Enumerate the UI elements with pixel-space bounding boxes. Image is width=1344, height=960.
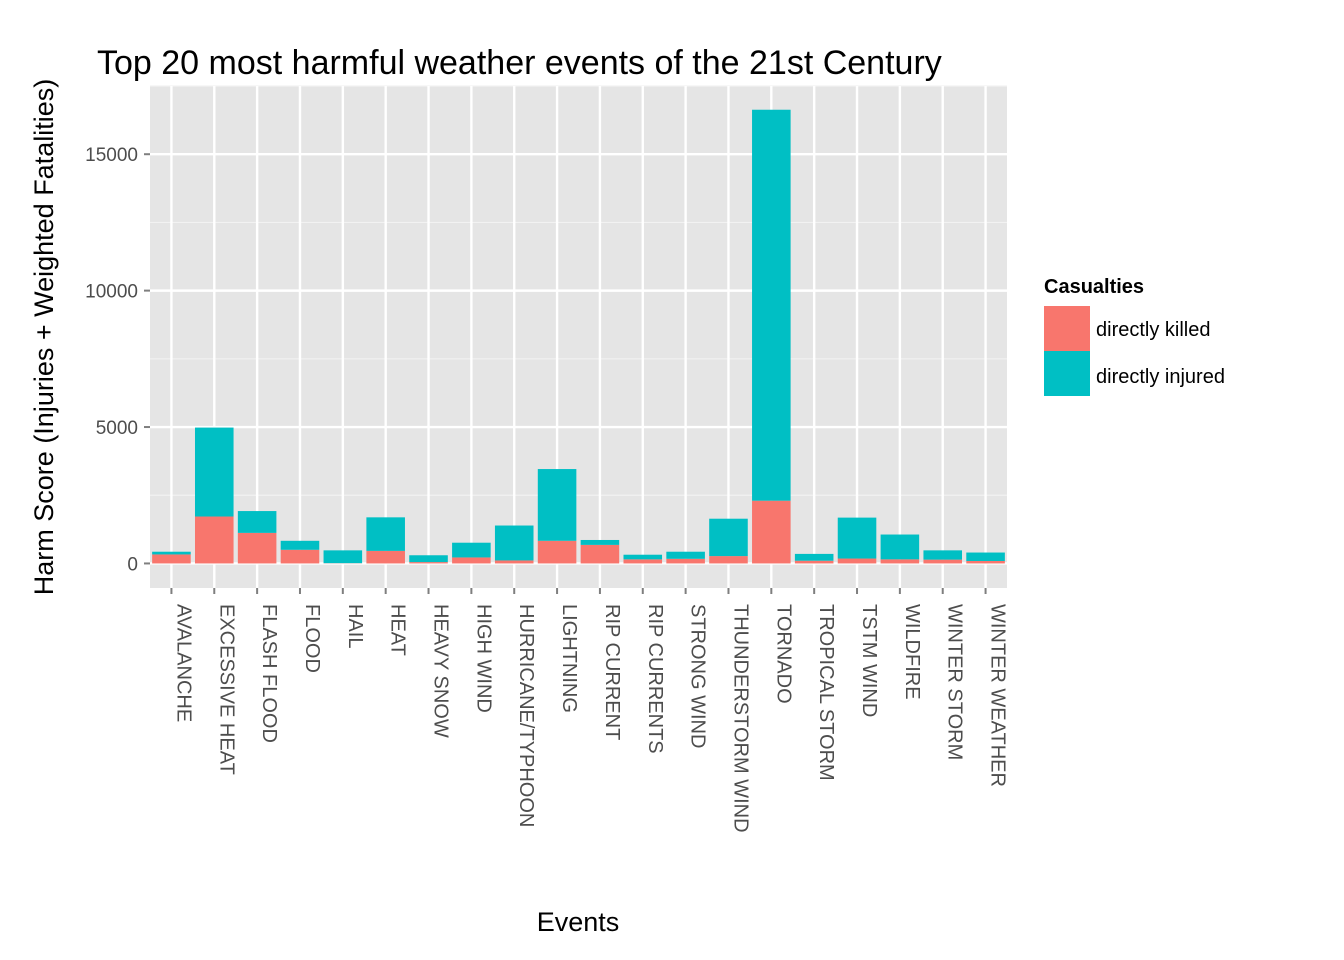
x-tick-label-wildfire: WILDFIRE <box>901 604 923 700</box>
legend-key-directly-killed <box>1044 306 1090 351</box>
legend-title: Casualties <box>1044 276 1144 298</box>
bar-winter-weather-directly-injured <box>966 552 1005 561</box>
bar-heavy-snow-directly-killed <box>409 562 448 564</box>
x-tick-label-heat: HEAT <box>387 604 409 656</box>
bar-heavy-snow-directly-injured <box>409 555 448 563</box>
x-tick-label-winter-storm: WINTER STORM <box>944 604 966 760</box>
bar-hurricane-typhoon-directly-killed <box>494 560 534 564</box>
bar-wildfire-directly-injured <box>880 534 920 560</box>
x-tick-label-tstm-wind: TSTM WIND <box>858 604 880 717</box>
bar-strong-wind-directly-killed <box>666 558 705 564</box>
chart-title: Top 20 most harmful weather events of th… <box>97 44 942 82</box>
bar-tropical-storm-directly-injured <box>794 553 834 561</box>
x-tick-label-tropical-storm: TROPICAL STORM <box>815 604 837 781</box>
x-tick-label-strong-wind: STRONG WIND <box>687 604 709 748</box>
bar-lightning-directly-killed <box>537 540 577 564</box>
bar-rip-current-directly-killed <box>580 544 620 564</box>
x-tick-label-hail: HAIL <box>344 604 366 648</box>
bar-hail-directly-injured <box>323 550 363 564</box>
bar-flash-flood-directly-injured <box>237 511 277 533</box>
plot-panel <box>150 86 1007 588</box>
legend-label-directly-killed: directly killed <box>1096 319 1210 341</box>
x-tick-label-flood: FLOOD <box>301 604 323 673</box>
x-tick-label-excessive-heat: EXCESSIVE HEAT <box>215 604 237 775</box>
grid-minor <box>150 85 1007 496</box>
y-tick-label: 5000 <box>96 418 138 439</box>
bar-thunderstorm-wind-directly-killed <box>709 556 748 564</box>
y-axis: 0 5000 10000 15000 <box>85 145 150 575</box>
bar-high-wind-directly-killed <box>452 557 491 564</box>
bar-winter-storm-directly-killed <box>923 559 963 564</box>
bar-avalanche-directly-injured <box>152 551 191 555</box>
x-tick-label-flash-flood: FLASH FLOOD <box>258 604 280 743</box>
bar-tornado-directly-injured <box>752 109 791 501</box>
x-tick-label-rip-currents: RIP CURRENTS <box>644 604 666 754</box>
bar-winter-weather-directly-killed <box>966 560 1005 564</box>
bar-avalanche-directly-killed <box>152 554 191 564</box>
bar-strong-wind-directly-injured <box>666 551 705 559</box>
bar-heat-directly-injured <box>366 517 405 551</box>
bar-tstm-wind-directly-killed <box>837 558 877 564</box>
x-tick-label-thunderstorm-wind: THUNDERSTORM WIND <box>729 604 751 833</box>
bar-heat-directly-killed <box>366 550 405 564</box>
bar-excessive-heat-directly-killed <box>194 516 234 564</box>
bar-wildfire-directly-killed <box>880 559 920 564</box>
legend: Casualties directly killed directly inju… <box>1044 276 1225 396</box>
bar-flash-flood-directly-killed <box>237 532 277 564</box>
bar-flood-directly-injured <box>280 540 320 550</box>
bar-excessive-heat-directly-injured <box>194 427 234 517</box>
bar-tstm-wind-directly-injured <box>837 517 877 559</box>
bar-rip-currents-directly-killed <box>623 559 663 564</box>
bar-rip-currents-directly-injured <box>623 554 663 560</box>
x-axis: AVALANCHE EXCESSIVE HEAT FLASH FLOOD FLOOD H… <box>170 588 1009 833</box>
bar-tropical-storm-directly-killed <box>794 560 834 564</box>
x-tick-label-winter-weather: WINTER WEATHER <box>987 604 1009 787</box>
y-tick-label: 10000 <box>85 282 138 303</box>
x-axis-title: Events <box>537 907 620 937</box>
legend-key-directly-injured <box>1044 351 1090 396</box>
bars <box>152 109 1005 564</box>
x-tick-label-tornado: TORNADO <box>772 604 794 704</box>
y-tick-label: 0 <box>127 554 138 575</box>
x-tick-label-avalanche: AVALANCHE <box>172 604 194 722</box>
x-tick-label-hurricane-typhoon: HURRICANE/TYPHOON <box>515 604 537 827</box>
bar-rip-current-directly-injured <box>580 539 620 545</box>
y-tick-label: 15000 <box>85 145 138 166</box>
bar-high-wind-directly-injured <box>452 542 491 558</box>
x-tick-label-lightning: LIGHTNING <box>558 604 580 713</box>
bar-hurricane-typhoon-directly-injured <box>494 525 534 561</box>
bar-lightning-directly-injured <box>537 469 577 541</box>
bar-flood-directly-killed <box>280 549 320 564</box>
bar-tornado-directly-killed <box>752 500 791 564</box>
y-axis-title: Harm Score (Injuries + Weighted Fataliti… <box>29 79 59 595</box>
x-tick-label-rip-current: RIP CURRENT <box>601 604 623 740</box>
x-tick-label-high-wind: HIGH WIND <box>472 604 494 713</box>
bar-winter-storm-directly-injured <box>923 550 963 560</box>
legend-label-directly-injured: directly injured <box>1096 366 1225 388</box>
x-tick-label-heavy-snow: HEAVY SNOW <box>430 604 452 738</box>
bar-thunderstorm-wind-directly-injured <box>709 518 748 557</box>
